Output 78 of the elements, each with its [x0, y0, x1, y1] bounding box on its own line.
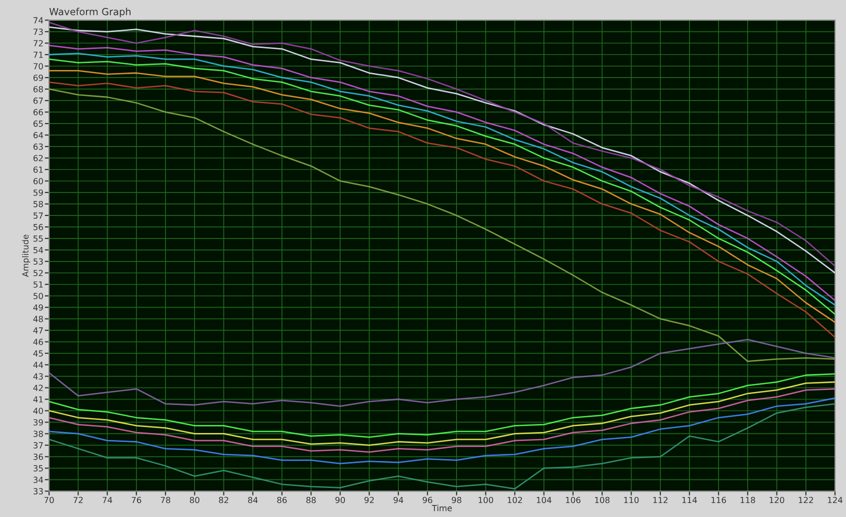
- x-tick-label: 106: [566, 496, 580, 504]
- y-tick-label: 51: [34, 281, 43, 288]
- line-series: [49, 373, 835, 438]
- x-tick-label: 124: [828, 496, 842, 504]
- x-tick-label: 92: [364, 496, 374, 504]
- x-tick-label: 70: [44, 496, 54, 504]
- x-tick-label: 72: [74, 496, 83, 504]
- y-tick-label: 67: [33, 98, 43, 104]
- chart-title: Waveform Graph: [49, 8, 131, 18]
- x-tick-label: 74: [102, 496, 112, 504]
- y-tick-label: 71: [34, 52, 43, 58]
- y-tick-label: 56: [34, 224, 43, 230]
- y-tick-label: 62: [33, 154, 43, 162]
- x-tick-label: 108: [595, 496, 610, 504]
- y-tick-label: 57: [34, 212, 43, 219]
- x-tick-label: 84: [248, 496, 258, 504]
- y-tick-label: 48: [33, 316, 43, 322]
- y-tick-label: 74: [34, 17, 44, 24]
- y-tick-label: 45: [33, 350, 43, 357]
- y-tick-label: 42: [33, 384, 43, 391]
- line-series: [49, 381, 835, 446]
- y-tick-label: 39: [34, 419, 43, 426]
- x-tick-label: 122: [798, 496, 814, 504]
- y-tick-label: 47: [33, 327, 43, 334]
- x-axis-title: Time: [432, 504, 452, 512]
- y-tick-label: 34: [34, 476, 44, 483]
- line-series: [49, 338, 835, 407]
- x-tick-label: 96: [422, 496, 432, 504]
- y-tick-label: 66: [33, 109, 43, 116]
- x-tick-label: 86: [277, 496, 287, 504]
- y-tick-label: 54: [34, 247, 44, 254]
- y-tick-label: 55: [34, 236, 43, 242]
- x-tick-label: 118: [740, 496, 756, 504]
- y-tick-label: 60: [33, 178, 43, 184]
- x-tick-label: 88: [306, 496, 316, 504]
- line-series: [49, 388, 835, 453]
- y-tick-label: 69: [33, 74, 43, 81]
- y-tick-label: 35: [34, 465, 43, 472]
- y-tick-label: 58: [34, 200, 43, 208]
- y-tick-label: 68: [33, 86, 43, 92]
- x-tick-label: 82: [218, 496, 228, 504]
- y-tick-label: 72: [34, 40, 43, 46]
- x-tick-label: 94: [394, 496, 404, 504]
- y-tick-label: 36: [34, 454, 43, 460]
- y-tick-label: 46: [33, 338, 43, 346]
- y-tick-label: 65: [33, 120, 43, 127]
- line-series: [49, 397, 835, 464]
- x-tick-label: 100: [478, 496, 494, 504]
- x-tick-label: 80: [190, 496, 200, 504]
- x-tick-label: 110: [624, 496, 639, 504]
- x-tick-label: 104: [536, 496, 552, 504]
- y-tick-label: 53: [34, 258, 43, 265]
- y-tick-label: 70: [34, 63, 43, 70]
- y-tick-label: 41: [33, 396, 43, 402]
- y-tick-label: 43: [33, 373, 43, 380]
- y-tick-label: 50: [34, 292, 43, 300]
- y-tick-label: 61: [33, 166, 43, 173]
- y-tick-label: 52: [34, 270, 43, 276]
- y-tick-label: 44: [33, 362, 44, 368]
- y-tick-label: 64: [33, 132, 44, 138]
- y-tick-label: 73: [34, 28, 43, 35]
- y-axis-title: Amplitude: [22, 234, 30, 277]
- x-tick-label: 116: [712, 496, 726, 504]
- x-tick-label: 114: [682, 496, 697, 504]
- x-tick-label: 78: [160, 496, 170, 504]
- y-tick-label: 59: [34, 189, 43, 196]
- x-tick-label: 90: [335, 496, 345, 504]
- x-tick-label: 76: [132, 496, 142, 504]
- x-tick-label: 102: [508, 496, 522, 504]
- x-tick-label: 98: [452, 496, 462, 504]
- x-tick-label: 120: [770, 496, 784, 504]
- x-tick-label: 112: [653, 496, 668, 504]
- y-tick-label: 38: [34, 430, 43, 437]
- y-tick-label: 63: [33, 144, 43, 150]
- y-tick-label: 33: [34, 488, 43, 494]
- y-tick-label: 37: [34, 442, 43, 448]
- y-tick-label: 49: [33, 304, 43, 311]
- y-tick-label: 40: [33, 408, 43, 414]
